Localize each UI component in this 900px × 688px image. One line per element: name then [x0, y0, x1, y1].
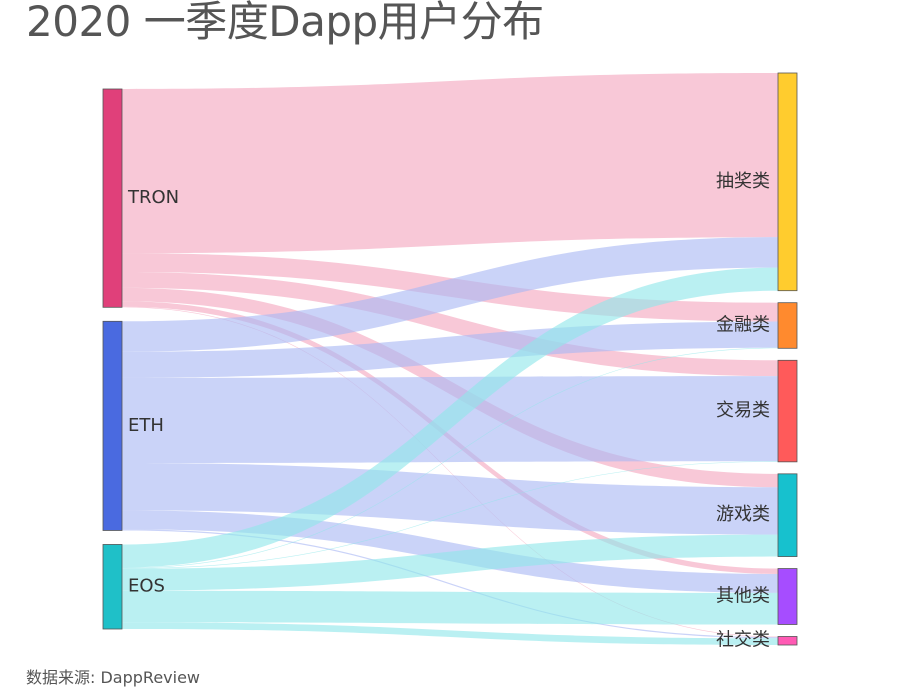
links-layer — [122, 73, 778, 645]
target-node-3 — [777, 473, 798, 557]
chart-title: 2020 一季度Dapp用户分布 — [26, 0, 544, 46]
target-node-5 — [777, 636, 798, 646]
link-eos-to-target-5 — [122, 622, 778, 645]
target-label-5: 社交类 — [716, 630, 770, 651]
link-eth-to-target-0 — [122, 237, 778, 352]
target-node-0 — [777, 72, 798, 292]
source-label-eth: ETH — [128, 415, 164, 436]
link-eos-to-target-1 — [122, 347, 778, 569]
target-label-1: 金融类 — [716, 314, 770, 335]
source-label-tron: TRON — [127, 187, 179, 208]
nodes-layer — [102, 72, 798, 646]
link-eos-to-target-0 — [122, 267, 778, 568]
target-label-0: 抽奖类 — [716, 171, 770, 192]
target-label-3: 游戏类 — [716, 504, 770, 525]
link-eos-to-target-3 — [122, 534, 778, 591]
target-node-1 — [777, 302, 798, 349]
link-tron-to-target-5 — [122, 306, 778, 638]
link-eth-to-target-1 — [122, 321, 778, 378]
target-label-4: 其他类 — [716, 586, 770, 607]
link-tron-to-target-0 — [122, 73, 778, 254]
source-node-tron — [102, 88, 123, 308]
target-node-2 — [777, 359, 798, 463]
target-node-4 — [777, 568, 798, 625]
link-eth-to-target-5 — [122, 529, 778, 639]
source-node-eth — [102, 320, 123, 531]
target-label-2: 交易类 — [716, 400, 770, 421]
link-eth-to-target-3 — [122, 462, 778, 535]
source-label-eos: EOS — [128, 576, 165, 597]
link-tron-to-target-2 — [122, 272, 778, 377]
source-node-eos — [102, 544, 123, 630]
source-note: 数据来源: DappReview — [26, 668, 201, 687]
link-eos-to-target-2 — [122, 461, 778, 569]
link-eos-to-target-4 — [122, 590, 778, 625]
